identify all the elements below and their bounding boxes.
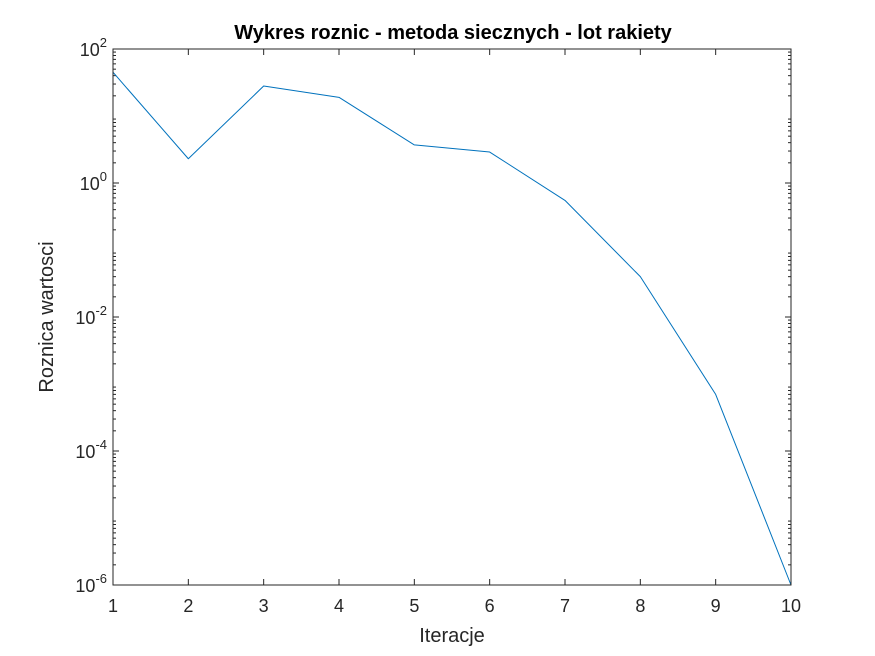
plot-frame xyxy=(112,48,792,586)
y-axis-label: Roznica wartosci xyxy=(36,241,58,392)
x-tick-label: 2 xyxy=(183,596,193,616)
y-tick-label: 10-6 xyxy=(75,571,107,596)
tick-labels: 1 2 3 4 5 6 7 8 9 10 102 100 10-2 10-4 10-6 xyxy=(75,35,801,616)
x-tick-label: 9 xyxy=(711,596,721,616)
y-tick-label: 102 xyxy=(80,35,107,60)
x-tick-label: 4 xyxy=(334,596,344,616)
chart-title: Wykres roznic - metoda siecznych - lot r… xyxy=(234,22,672,44)
x-tick-label: 7 xyxy=(560,596,570,616)
plot-area xyxy=(113,49,791,585)
x-tick-label: 3 xyxy=(259,596,269,616)
series-layer xyxy=(112,71,792,586)
y-tick-label: 100 xyxy=(80,169,107,194)
x-tick-label: 5 xyxy=(409,596,419,616)
series-line xyxy=(112,71,792,586)
x-tick-label: 8 xyxy=(635,596,645,616)
y-tick-label: 10-2 xyxy=(75,303,107,328)
x-tick-label: 6 xyxy=(485,596,495,616)
y-tick-label: 10-4 xyxy=(75,437,107,462)
x-tick-label: 1 xyxy=(108,596,118,616)
x-axis-label: Iteracje xyxy=(419,625,485,647)
x-tick-label: 10 xyxy=(781,596,801,616)
